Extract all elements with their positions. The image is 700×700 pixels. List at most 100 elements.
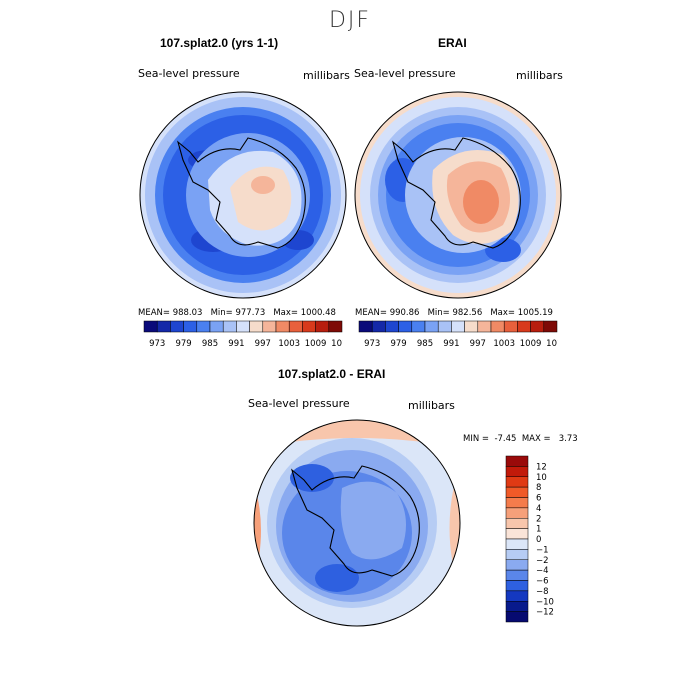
- max-label: Max=: [273, 308, 299, 318]
- stats-model: MEAN= 988.03 Min= 977.73 Max= 1000.48: [138, 308, 336, 318]
- colorbar-swatch: [505, 455, 529, 467]
- colorbar-swatch: [398, 320, 413, 333]
- colorbar-swatch: [505, 538, 529, 550]
- colorbar-swatch: [505, 486, 529, 498]
- colorbar-model: 973 979 985 991 997 1003 1009 1015: [143, 320, 343, 349]
- stats-erai: MEAN= 990.86 Min= 982.56 Max= 1005.19: [355, 308, 553, 318]
- colorbar-tick-label: −12: [536, 608, 554, 618]
- colorbar-swatch: [262, 320, 277, 333]
- map-border: [354, 91, 562, 299]
- figure-title: DJF: [328, 8, 372, 33]
- map-band-interior: [340, 481, 406, 560]
- colorbar-swatch: [517, 320, 531, 333]
- colorbar-swatch: [236, 320, 250, 333]
- max-value: 1005.19: [517, 308, 553, 318]
- colorbar-tick-label: 985: [417, 339, 433, 349]
- colorbar-tick-label: 979: [390, 339, 406, 349]
- colorbar-swatch: [464, 320, 479, 333]
- colorbar-tick-label: 985: [202, 339, 218, 349]
- mean-value: 988.03: [172, 308, 203, 318]
- colorbar-swatch: [411, 320, 426, 333]
- panel-title-erai: ERAI: [438, 36, 467, 50]
- colorbar-swatch: [249, 320, 264, 333]
- colorbar-tick-label: 6: [536, 494, 541, 504]
- field-label-model: Sea-level pressure: [138, 67, 240, 80]
- colorbar-swatch: [451, 320, 465, 333]
- colorbar-tick-label: 979: [175, 339, 191, 349]
- colorbar-swatch: [196, 320, 211, 333]
- colorbar-swatch: [209, 320, 224, 333]
- colorbar-swatch: [505, 590, 529, 602]
- min-label: Min=: [210, 308, 233, 318]
- min-label: MIN =: [463, 434, 490, 444]
- colorbar-swatch: [505, 466, 529, 477]
- max-value: 1000.48: [300, 308, 336, 318]
- colorbar-swatch: [505, 476, 529, 488]
- polar-map-model: [139, 91, 347, 299]
- units-label-diff: millibars: [408, 399, 455, 412]
- colorbar-tick-label: −8: [536, 587, 549, 597]
- colorbar-tick-label: 1003: [493, 339, 515, 349]
- colorbar-tick-label: 12: [536, 462, 547, 472]
- min-value: -7.45: [494, 434, 517, 444]
- colorbar-swatch: [490, 320, 505, 333]
- colorbar-swatch: [505, 611, 529, 623]
- colorbar-swatch: [505, 580, 529, 592]
- colorbar-tick-label: 1: [536, 525, 541, 535]
- polar-map-erai: [354, 91, 562, 299]
- colorbar-tick-label: −2: [536, 556, 549, 566]
- colorbar-swatch: [477, 320, 492, 333]
- min-value: 982.56: [452, 308, 483, 318]
- colorbar-tick-label: −1: [536, 545, 549, 555]
- colorbar-swatch: [543, 320, 558, 333]
- min-label: Min=: [427, 308, 450, 318]
- colorbar-tick-label: 1009: [520, 339, 542, 349]
- colorbar-swatch: [302, 320, 316, 333]
- colorbar-tick-label: 1009: [305, 339, 327, 349]
- colorbar-tick-label: 4: [536, 504, 541, 514]
- colorbar-swatch: [505, 518, 529, 529]
- colorbar-tick-label: 991: [443, 339, 459, 349]
- mean-value: 990.86: [389, 308, 420, 318]
- units-label-erai: millibars: [516, 69, 563, 82]
- panel-title-model: 107.splat2.0 (yrs 1-1): [160, 36, 279, 50]
- colorbar-tick-label: −4: [536, 566, 549, 576]
- panel-title-diff: 107.splat2.0 - ERAI: [278, 367, 386, 381]
- colorbar-swatch: [505, 528, 529, 540]
- colorbar-tick-label: 10: [536, 473, 547, 483]
- units-label-model: millibars: [303, 69, 350, 82]
- polar-map-diff: [253, 419, 461, 627]
- colorbar-swatch: [505, 549, 529, 560]
- colorbar-swatch: [437, 320, 452, 333]
- mean-label: MEAN=: [355, 308, 387, 318]
- colorbar-tick-label: −10: [536, 597, 554, 607]
- colorbar-tick-label: 991: [228, 339, 244, 349]
- map-low-2: [315, 564, 359, 592]
- colorbar-tick-label: 1015: [331, 339, 343, 349]
- colorbar-tick-label: 973: [149, 339, 165, 349]
- coastline-antarctica: [176, 137, 306, 249]
- min-value: 977.73: [235, 308, 266, 318]
- colorbar-swatch: [315, 320, 330, 333]
- colorbar-swatch: [170, 320, 184, 333]
- colorbar-tick-label: 0: [536, 535, 541, 545]
- map-low-1: [290, 464, 334, 492]
- colorbar-swatch: [505, 601, 529, 612]
- stats-diff: MIN = -7.45 MAX = 3.73: [463, 434, 578, 444]
- coastline-antarctica: [391, 137, 521, 249]
- map-border: [139, 91, 347, 299]
- colorbar-tick-label: 973: [364, 339, 380, 349]
- colorbar-swatch: [530, 320, 545, 333]
- colorbar-swatch: [143, 320, 158, 333]
- max-label: MAX =: [521, 434, 551, 444]
- map-border: [253, 419, 461, 627]
- colorbar-tick-label: 8: [536, 483, 541, 493]
- map-band-1003: [230, 166, 292, 231]
- mean-label: MEAN=: [138, 308, 170, 318]
- colorbar-erai: 973 979 985 991 997 1003 1009 1015: [358, 320, 558, 349]
- colorbar-tick-label: 1003: [278, 339, 300, 349]
- colorbar-swatch: [505, 569, 529, 581]
- colorbar-swatch: [156, 320, 171, 333]
- colorbar-tick-label: 1015: [546, 339, 558, 349]
- colorbar-tick-label: −6: [536, 577, 549, 587]
